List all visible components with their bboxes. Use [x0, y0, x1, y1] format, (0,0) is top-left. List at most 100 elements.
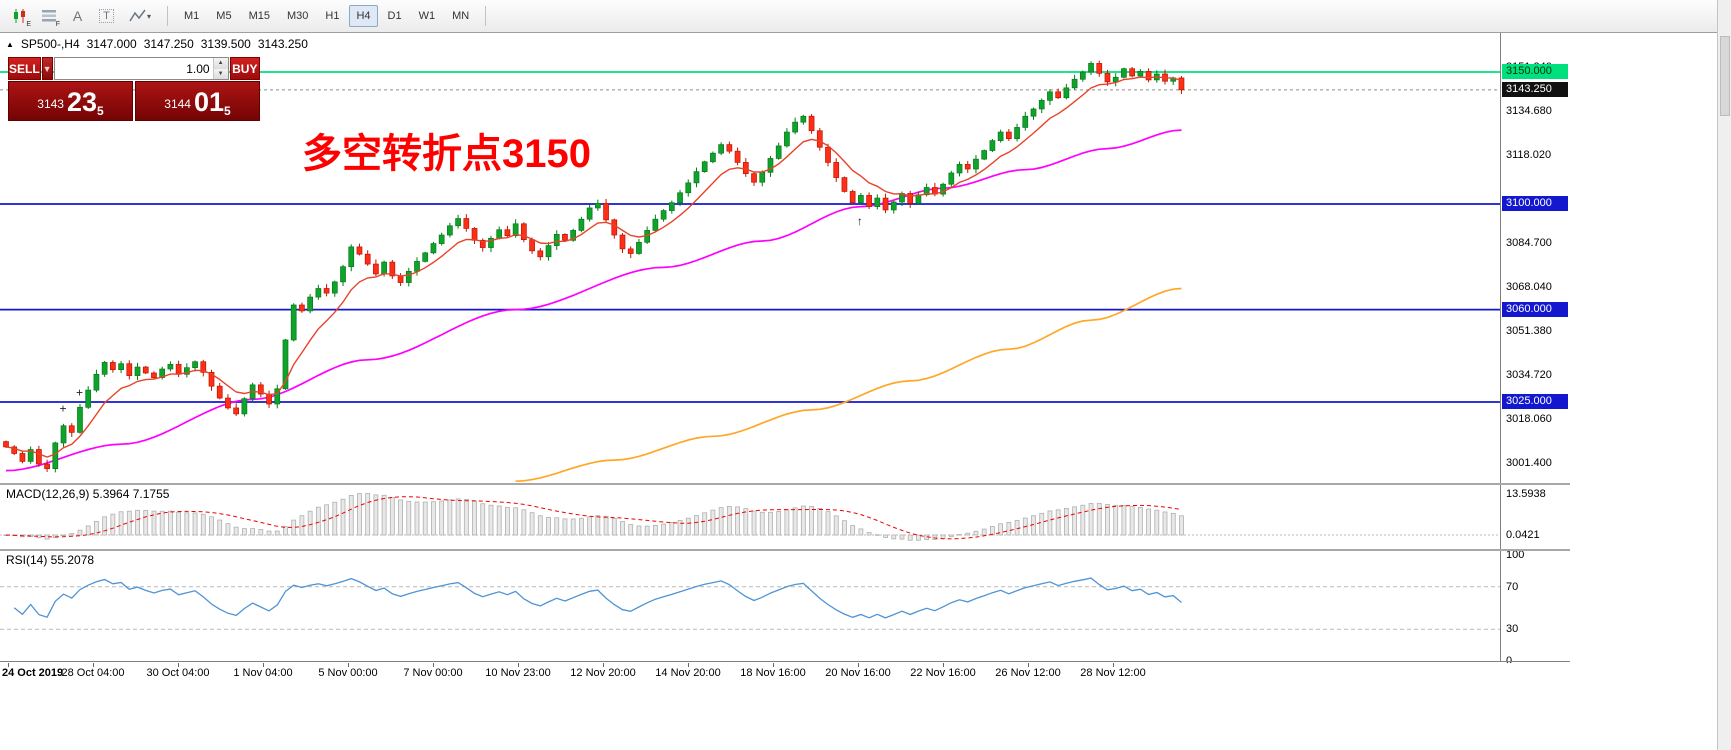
timeframe-M5[interactable]: M5 — [216, 10, 232, 22]
macd-axis-label: 13.5938 — [1506, 488, 1546, 501]
toolbar-separator — [485, 6, 487, 26]
time-axis-label: 24 Oct 2019 — [2, 667, 64, 679]
price-badge-3100.000: 3100.000 — [1502, 196, 1568, 211]
price-badge-3025.000: 3025.000 — [1502, 394, 1568, 409]
volume-input[interactable] — [54, 58, 213, 79]
time-axis-tick — [348, 663, 349, 667]
main-chart[interactable]: + + ↑ ▲ SP500-,H4 3147.000 3147.250 3139.5… — [0, 33, 1500, 483]
ask-big-digits: 01 — [193, 87, 225, 117]
price-axis-label: 3001.400 — [1506, 457, 1552, 470]
volume-spinner: ▲ ▼ — [212, 58, 228, 79]
rsi-chart[interactable] — [0, 551, 1500, 661]
timeframe-M30[interactable]: M30 — [286, 10, 309, 22]
tool-sub-label: F — [55, 21, 60, 28]
line-studies-tool[interactable]: ▾ — [122, 4, 158, 28]
ask-pip-digit: 5 — [224, 104, 231, 118]
chart-object-+[interactable]: + — [60, 402, 67, 416]
rsi-axis-label: 100 — [1506, 549, 1525, 561]
timeframe-H1[interactable]: H1 — [325, 10, 340, 22]
ask-price-button[interactable]: 3144 01 5 — [135, 81, 260, 121]
rsi-label: RSI(14) 55.2078 — [6, 553, 95, 567]
sell-button[interactable]: SELL — [8, 57, 41, 80]
macd-signal-line — [5, 496, 1182, 540]
time-axis-label: 26 Nov 12:00 — [995, 667, 1061, 679]
time-axis-label: 22 Nov 16:00 — [910, 667, 976, 679]
time-axis-label: 5 Nov 00:00 — [318, 667, 378, 679]
price-axis-label: 3051.380 — [1506, 325, 1552, 338]
chevron-down-icon: ▾ — [146, 11, 151, 21]
symbol-info: ▲ SP500-,H4 3147.000 3147.250 3139.500 3… — [6, 37, 308, 51]
order-type-dropdown[interactable]: ▼ — [41, 57, 53, 80]
bid-pip-digit: 5 — [97, 104, 104, 118]
symbol-period-label: SP500-,H4 — [20, 37, 80, 51]
time-axis-label: 10 Nov 23:00 — [485, 667, 551, 679]
time-axis-tick — [93, 663, 94, 667]
macd-chart[interactable] — [0, 485, 1500, 549]
ma-fast-line — [5, 76, 1182, 458]
vertical-scrollbar[interactable] — [1717, 0, 1731, 750]
price-axis[interactable]: 3151.3403134.6803118.0203084.7003068.040… — [1500, 33, 1570, 667]
bid-big-digits: 23 — [66, 87, 98, 117]
panel-separator-bottom — [0, 661, 1570, 662]
candles-group — [3, 60, 1185, 473]
buy-button[interactable]: BUY — [229, 57, 260, 80]
time-axis-tick — [688, 663, 689, 667]
toolbar: E F A T ▾ M1 M5 M15 M30 H1 H4 D1 W1 MN — [0, 0, 1731, 33]
volume-up-button[interactable]: ▲ — [213, 58, 228, 69]
time-axis-label: 18 Nov 16:00 — [740, 667, 806, 679]
price-axis-label: 3034.720 — [1506, 369, 1552, 382]
chart-object-+[interactable]: + — [76, 386, 83, 400]
time-axis-tick — [8, 663, 9, 667]
panel-separator-macd[interactable] — [0, 483, 1570, 485]
ohlc-open: 3147.000 — [86, 37, 137, 51]
rsi-line — [13, 577, 1182, 619]
time-axis-tick — [858, 663, 859, 667]
price-chart[interactable]: + + ↑ — [0, 33, 1500, 483]
time-axis-label: 1 Nov 04:00 — [233, 667, 293, 679]
timeframe-M1[interactable]: M1 — [184, 10, 200, 22]
price-axis-label: 3018.060 — [1506, 413, 1552, 426]
timeframe-D1[interactable]: D1 — [387, 10, 402, 22]
ma-slow-line — [515, 287, 1182, 483]
scrollbar-thumb[interactable] — [1720, 36, 1730, 116]
collapse-icon[interactable]: ▲ — [6, 39, 14, 49]
panel-separator-rsi[interactable] — [0, 549, 1570, 551]
rsi-axis-label: 70 — [1506, 580, 1519, 593]
timeframe-MN[interactable]: MN — [452, 10, 470, 22]
time-axis-label: 7 Nov 00:00 — [403, 667, 463, 679]
timeframe-M15[interactable]: M15 — [248, 10, 270, 22]
indicator-list-icon[interactable]: F — [35, 4, 62, 28]
candlestick-chart-icon[interactable]: E — [6, 4, 33, 28]
price-badge-3143.250: 3143.250 — [1502, 81, 1568, 97]
time-axis-label: 30 Oct 04:00 — [146, 667, 210, 679]
time-axis[interactable]: 24 Oct 2019 28 Oct 04:00 30 Oct 04:00 1 Nov… — [0, 663, 1570, 684]
rsi-axis-label: 30 — [1506, 623, 1519, 636]
macd-histogram — [3, 493, 1184, 541]
price-axis-label: 3118.020 — [1506, 149, 1552, 162]
text-label-tool[interactable]: T — [93, 4, 120, 28]
tool-sub-label: E — [26, 21, 31, 28]
macd-label: MACD(12,26,9) 5.3964 7.1755 — [6, 487, 170, 501]
time-axis-label: 28 Oct 04:00 — [61, 667, 125, 679]
time-axis-label: 12 Nov 20:00 — [570, 667, 636, 679]
rsi-panel[interactable]: RSI(14) 55.2078 — [0, 551, 1500, 661]
volume-field: ▲ ▼ — [53, 57, 229, 80]
timeframe-H4[interactable]: H4 — [349, 5, 378, 27]
time-axis-tick — [773, 663, 774, 667]
bid-price-button[interactable]: 3143 23 5 — [8, 81, 133, 121]
macd-panel[interactable]: MACD(12,26,9) 5.3964 7.1755 — [0, 485, 1500, 549]
volume-down-button[interactable]: ▼ — [213, 68, 228, 79]
ma-mid-line — [5, 129, 1182, 472]
time-axis-tick — [518, 663, 519, 667]
price-axis-label: 3084.700 — [1506, 237, 1552, 250]
time-axis-tick — [603, 663, 604, 667]
timeframe-W1[interactable]: W1 — [418, 10, 436, 22]
ask-prefix: 3144 — [164, 97, 191, 111]
price-badge-3150.000: 3150.000 — [1502, 64, 1568, 79]
text-annotation-tool[interactable]: A — [72, 8, 83, 24]
time-axis-tick — [1028, 663, 1029, 667]
ohlc-close: 3143.250 — [257, 37, 308, 51]
time-axis-tick — [1113, 663, 1114, 667]
chart-object-↑[interactable]: ↑ — [857, 214, 863, 228]
price-axis-label: 3068.040 — [1506, 281, 1552, 294]
